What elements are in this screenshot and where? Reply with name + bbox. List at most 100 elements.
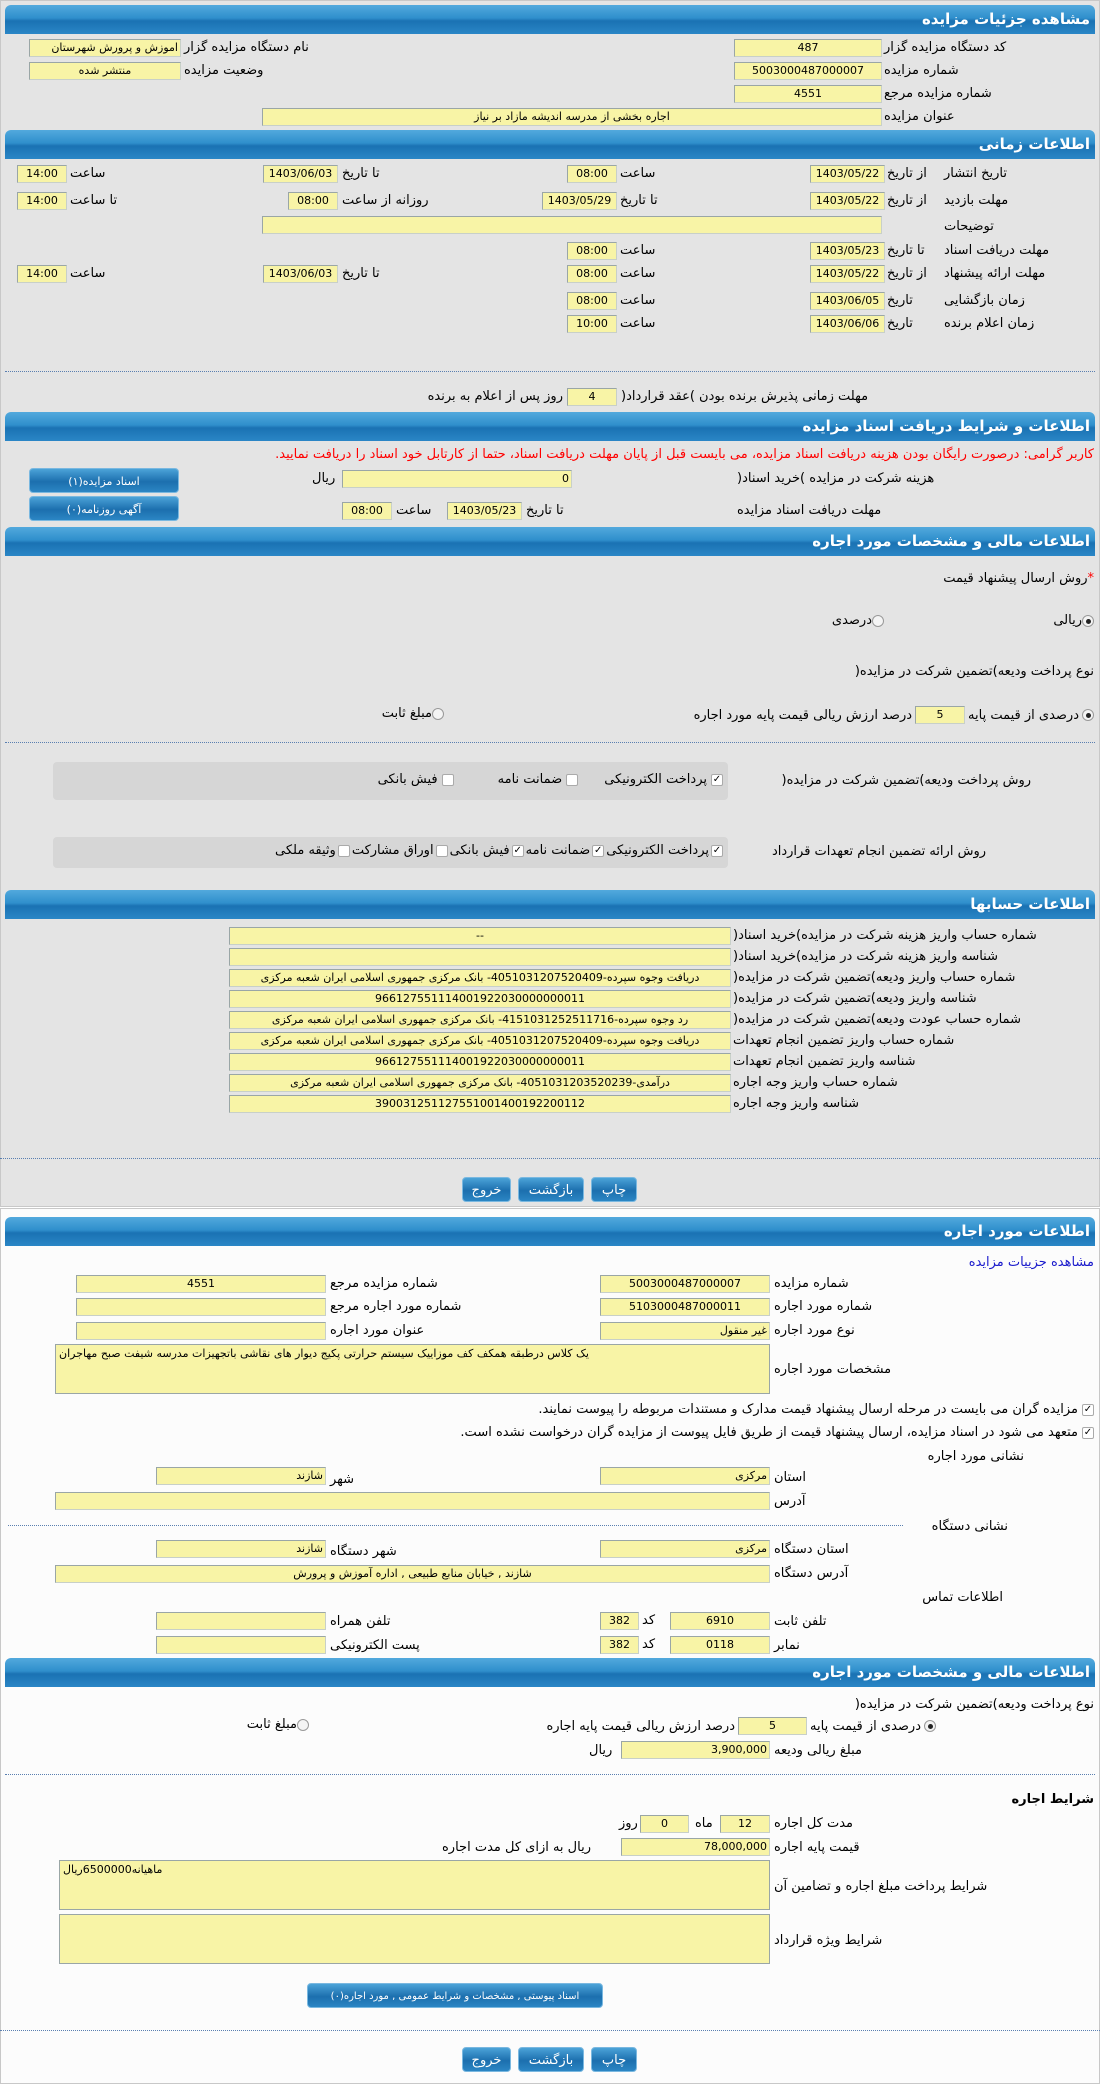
email-field[interactable] <box>156 1636 326 1654</box>
back-button[interactable]: بازگشت <box>518 1177 584 1202</box>
account-value-field[interactable]: 390031251127551001400192200112 <box>229 1095 731 1113</box>
months-field[interactable]: 12 <box>720 1815 770 1833</box>
ref-no-field[interactable]: 4551 <box>734 85 882 103</box>
status-field[interactable]: منتشر شده <box>29 62 181 80</box>
acceptance-days-field[interactable]: 4 <box>567 388 617 406</box>
checkbox-guarantee-letter[interactable]: ✓ <box>592 844 605 857</box>
lease-deposit-percent[interactable]: درصدی از قیمت پایه 5 درصد ارزش ریالی قیمت … <box>546 1717 936 1735</box>
docs-time-field[interactable]: 08:00 <box>342 502 392 520</box>
account-value-field[interactable] <box>229 948 731 966</box>
lease-deposit-fixed[interactable]: مبلغ ثابت <box>247 1717 309 1732</box>
visit-from-date[interactable]: 1403/05/22 <box>810 192 885 210</box>
phone-field[interactable]: 6910 <box>670 1612 770 1630</box>
fax-field[interactable]: 0118 <box>670 1636 770 1654</box>
province-field[interactable]: مرکزی <box>600 1467 770 1485</box>
notes-field[interactable] <box>262 216 882 234</box>
checkbox-electronic[interactable]: ✓ <box>711 773 723 786</box>
radio-deposit-percent[interactable] <box>1082 709 1094 721</box>
publish-from-date[interactable]: 1403/05/22 <box>810 165 885 183</box>
exit-button[interactable]: خروج <box>462 1177 511 1202</box>
price-option-percent[interactable]: درصدی <box>832 613 884 628</box>
radio-percent[interactable] <box>872 614 884 627</box>
docs-to-date[interactable]: 1403/05/23 <box>810 242 885 260</box>
print-button[interactable]: چاپ <box>591 1177 637 1202</box>
checkbox-bank-receipt[interactable] <box>441 773 454 786</box>
attachments-button[interactable]: اسناد پیوستی , مشخصات و شرایط عمومی , مو… <box>307 1983 603 2008</box>
base-price-field[interactable]: 78,000,000 <box>621 1838 770 1856</box>
account-value-field[interactable]: -- <box>229 927 731 945</box>
payment-terms-textarea[interactable]: ماهیانه6500000ریال <box>59 1860 770 1910</box>
visit-to-date[interactable]: 1403/05/29 <box>542 192 617 210</box>
account-label: شماره حساب واریز هزینه شرکت در مزایده)خر… <box>733 928 1037 943</box>
city-field[interactable]: شازند <box>156 1467 326 1485</box>
mobile-field[interactable] <box>156 1612 326 1630</box>
lease-auction-no-field[interactable]: 5003000487000007 <box>600 1275 770 1293</box>
org-code-field[interactable]: 487 <box>734 39 882 57</box>
back-button-bottom[interactable]: بازگشت <box>518 2047 584 2072</box>
phone-code-field[interactable]: 382 <box>600 1612 639 1630</box>
org-address-field[interactable]: شازند , خیابان منابع طبیعی , اداره آموزش… <box>55 1565 770 1583</box>
publish-to-time[interactable]: 14:00 <box>17 165 67 183</box>
checkbox-bonds[interactable] <box>435 844 448 857</box>
org-province-field[interactable]: مرکزی <box>600 1540 770 1558</box>
percent-field[interactable]: 5 <box>915 706 966 724</box>
visit-daily-to[interactable]: 14:00 <box>17 192 67 210</box>
org-name-label: نام دستگاه مزایده گزار <box>184 40 309 55</box>
auction-title-field[interactable]: اجاره بخشی از مدرسه اندیشه مازاد بر نیاز <box>262 108 882 126</box>
opening-date[interactable]: 1403/06/05 <box>810 292 885 310</box>
print-button-bottom[interactable]: چاپ <box>591 2047 637 2072</box>
offer-from-time[interactable]: 08:00 <box>567 265 617 283</box>
publish-from-time[interactable]: 08:00 <box>567 165 617 183</box>
checkbox-bank-receipt[interactable]: ✓ <box>511 844 524 857</box>
address-field[interactable] <box>55 1492 770 1510</box>
price-option-rial[interactable]: ریالی <box>1053 613 1094 628</box>
type-label: نوع مورد اجاره <box>774 1323 855 1338</box>
item-ref-field[interactable] <box>76 1298 326 1316</box>
spec-textarea[interactable]: یک کلاس درطبقه همکف کف موزاییک سیستم حرا… <box>55 1344 770 1394</box>
offer-from-date[interactable]: 1403/05/22 <box>810 265 885 283</box>
auction-no-field[interactable]: 5003000487000007 <box>734 62 882 80</box>
item-title-field[interactable] <box>76 1322 326 1340</box>
item-no-field[interactable]: 5103000487000011 <box>600 1298 770 1316</box>
offer-to-date[interactable]: 1403/06/03 <box>263 265 338 283</box>
account-value-field[interactable]: دریافت وجوه سپرده-4051031207520409- بانک… <box>229 969 731 987</box>
account-value-field[interactable]: 966127551114001922030000000011 <box>229 990 731 1008</box>
account-value-field[interactable]: دریافت وجوه سپرده-4051031207520409- بانک… <box>229 1032 731 1050</box>
radio-lease-percent[interactable] <box>924 1720 936 1732</box>
lease-percent-field[interactable]: 5 <box>738 1717 808 1735</box>
special-terms-textarea[interactable] <box>59 1914 770 1964</box>
org-city-field[interactable]: شازند <box>156 1540 326 1558</box>
opening-time[interactable]: 08:00 <box>567 292 617 310</box>
checkbox-property-collateral[interactable] <box>337 844 350 857</box>
offer-to-time[interactable]: 14:00 <box>17 265 67 283</box>
docs-time[interactable]: 08:00 <box>567 242 617 260</box>
winner-time[interactable]: 10:00 <box>567 315 617 333</box>
checkbox-electronic[interactable]: ✓ <box>711 844 723 857</box>
newspaper-ads-button[interactable]: آگهی روزنامه(۰) <box>29 496 179 521</box>
days-field[interactable]: 0 <box>640 1815 689 1833</box>
org-name-field[interactable]: اموزش و پرورش شهرستان <box>29 39 181 57</box>
deposit-type-percent[interactable]: درصدی از قیمت پایه 5 درصد ارزش ریالی قیمت … <box>694 706 1094 724</box>
checkbox-attach-docs[interactable]: ✓ <box>1082 1403 1094 1416</box>
auction-documents-button[interactable]: اسناد مزایده(۱) <box>29 468 179 493</box>
visit-daily-from[interactable]: 08:00 <box>288 192 338 210</box>
docs-date-field[interactable]: 1403/05/23 <box>447 502 522 520</box>
type-field[interactable]: غیر منقول <box>600 1322 770 1340</box>
radio-rial[interactable] <box>1082 614 1094 627</box>
deposit-type-fixed[interactable]: مبلغ ثابت <box>382 706 444 721</box>
checkbox-guarantee-letter[interactable] <box>566 773 579 786</box>
fee-field[interactable]: 0 <box>342 470 572 488</box>
checkbox-no-file-offer[interactable]: ✓ <box>1082 1426 1094 1439</box>
radio-lease-fixed[interactable] <box>297 1718 309 1731</box>
deposit-amount-field[interactable]: 3,900,000 <box>621 1741 770 1759</box>
exit-button-bottom[interactable]: خروج <box>462 2047 511 2072</box>
publish-to-date[interactable]: 1403/06/03 <box>263 165 338 183</box>
lease-ref-no-field[interactable]: 4551 <box>76 1275 326 1293</box>
winner-date[interactable]: 1403/06/06 <box>810 315 885 333</box>
account-value-field[interactable]: 966127551114001922030000000011 <box>229 1053 731 1071</box>
account-value-field[interactable]: رد وجوه سپرده-4151031252511716- بانک مرک… <box>229 1011 731 1029</box>
radio-deposit-fixed[interactable] <box>432 707 444 720</box>
fax-code-field[interactable]: 382 <box>600 1636 639 1654</box>
account-value-field[interactable]: درآمدی-4051031203520239- بانک مرکزی جمهو… <box>229 1074 731 1092</box>
auction-details-link[interactable]: مشاهده جزییات مزایده <box>968 1255 1094 1270</box>
